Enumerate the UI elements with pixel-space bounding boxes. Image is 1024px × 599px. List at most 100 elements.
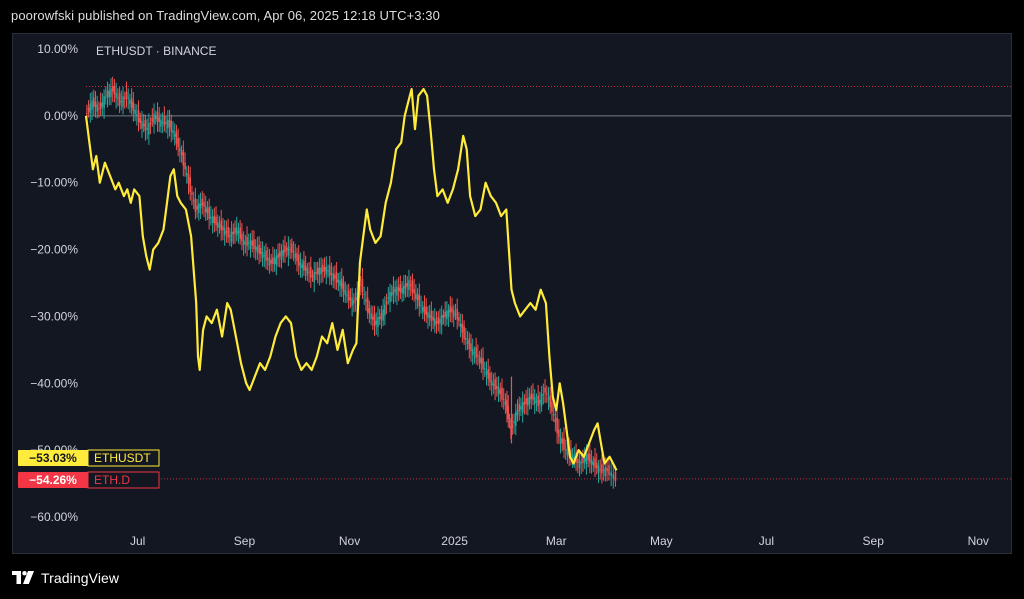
eth-d-candle-body <box>582 455 584 464</box>
eth-d-candle-body <box>241 233 243 241</box>
eth-d-candle-body <box>108 90 111 98</box>
eth-d-candle-body <box>366 297 369 313</box>
eth-d-candle-body <box>594 458 596 468</box>
eth-d-candle-body <box>165 122 167 124</box>
y-tick-label: −20.00% <box>30 243 78 257</box>
eth-d-candle-body <box>483 368 486 370</box>
eth-d-candle-body <box>158 117 161 122</box>
eth-d-candle-body <box>499 389 502 394</box>
eth-d-candle-body <box>571 454 574 461</box>
eth-d-candle-body <box>272 257 274 265</box>
reference-lines-layer <box>86 85 1011 480</box>
eth-d-candle-body <box>389 291 391 303</box>
eth-d-candle-body <box>208 206 210 220</box>
eth-d-candle-body <box>328 265 331 276</box>
x-tick-label: 2025 <box>441 534 468 548</box>
eth-d-candle-body <box>532 394 534 400</box>
eth-d-candle-body <box>263 255 266 257</box>
eth-d-candle-body <box>113 85 116 95</box>
eth-d-candle-body <box>151 117 154 122</box>
eth-d-candle-body <box>382 309 384 321</box>
eth-d-candle-body <box>480 358 483 365</box>
y-tick-label: −40.00% <box>30 376 78 390</box>
eth-d-candle-body <box>353 300 355 304</box>
ethusdt-last-value-box <box>18 450 88 466</box>
eth-d-candles-layer <box>86 76 617 489</box>
eth-d-candle-body <box>566 449 569 456</box>
eth-d-candle-body <box>120 100 123 103</box>
eth-d-candle-body <box>397 287 400 291</box>
eth-d-candle-body <box>153 113 155 124</box>
eth-d-candle-body <box>521 402 524 413</box>
eth-d-candle-body <box>408 280 410 291</box>
footer-brand[interactable]: TradingView <box>12 569 119 587</box>
eth-d-candle-body <box>129 100 131 105</box>
eth-d-candle-body <box>570 449 572 458</box>
brand-name: TradingView <box>41 570 120 586</box>
eth-d-candle-body <box>218 224 221 228</box>
eth-d-candle-body <box>253 239 255 249</box>
eth-d-candle-body <box>265 250 267 261</box>
eth-d-candle-body <box>589 453 591 463</box>
eth-d-candle-body <box>230 231 233 242</box>
eth-d-candle-body <box>344 290 347 295</box>
eth-d-candle-body <box>614 471 617 482</box>
chart-title: ETHUSDT · BINANCE <box>96 44 216 58</box>
eth-d-candle-body <box>372 316 374 320</box>
eth-d-candle-body <box>399 284 402 293</box>
eth-d-candle-body <box>180 152 183 156</box>
eth-d-candle-body <box>98 108 100 110</box>
eth-d-candle-body <box>222 226 224 231</box>
eth-d-candle-body <box>473 352 476 354</box>
eth-d-candle-body <box>592 461 595 466</box>
eth-d-candle-body <box>507 405 510 419</box>
eth-d-candle-body <box>110 88 112 97</box>
y-tick-label: −10.00% <box>30 176 78 190</box>
eth-d-candle-body <box>139 118 142 124</box>
eth-d-candle-body <box>387 297 390 299</box>
eth-d-candle-body <box>184 162 186 170</box>
eth-d-candle-body <box>415 293 417 300</box>
eth-d-candle-body <box>297 255 300 266</box>
eth-d-candle-body <box>489 372 491 382</box>
eth-d-candle-body <box>599 469 601 471</box>
eth-d-candle-body <box>189 177 192 193</box>
eth-d-candle-body <box>416 295 419 301</box>
eth-d-candle-body <box>115 93 117 98</box>
eth-d-candle-body <box>544 387 546 393</box>
eth-d-candle-body <box>477 354 479 357</box>
eth-d-candle-body <box>325 266 328 276</box>
eth-d-candle-body <box>377 316 379 328</box>
eth-d-candle-body <box>384 304 386 316</box>
eth-d-candle-body <box>378 316 381 320</box>
eth-d-candle-body <box>463 326 465 340</box>
eth-d-candle-body <box>149 122 152 125</box>
eth-d-candle-body <box>458 317 460 321</box>
eth-d-candle-body <box>220 220 223 231</box>
eth-d-candle-body <box>449 306 452 313</box>
eth-d-candle-body <box>99 103 102 109</box>
eth-d-candle-body <box>237 230 240 234</box>
eth-d-candle-body <box>323 266 326 272</box>
eth-d-candle-body <box>446 310 448 320</box>
eth-d-candle-body <box>530 393 533 400</box>
eth-d-candle-body <box>340 278 343 289</box>
eth-d-candle-body <box>270 260 272 264</box>
eth-d-candle-body <box>612 474 615 479</box>
eth-d-candle-body <box>173 133 176 137</box>
eth-d-candle-body <box>347 290 350 301</box>
eth-d-candle-body <box>456 308 459 320</box>
eth-d-candle-body <box>215 216 217 225</box>
eth-d-candle-body <box>206 208 209 214</box>
eth-d-candle-body <box>122 96 124 107</box>
eth-d-candle-body <box>254 246 257 250</box>
x-tick-label: Sep <box>234 534 256 548</box>
eth-d-candle-body <box>490 380 493 386</box>
eth-d-candle-body <box>368 308 371 314</box>
eth-d-candle-body <box>299 262 302 268</box>
eth-d-candle-body <box>494 379 496 390</box>
eth-d-candle-body <box>501 387 503 400</box>
x-axis: Jul Sep Nov 2025 Mar May Jul Sep Nov <box>130 534 989 548</box>
eth-d-candle-body <box>223 228 226 236</box>
